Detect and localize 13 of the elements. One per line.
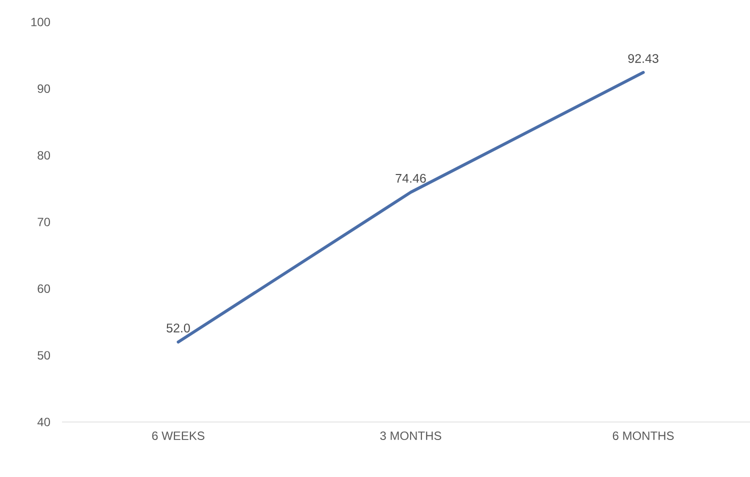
y-tick-label: 70	[38, 218, 50, 226]
data-label: 74.46	[396, 174, 426, 183]
y-tick-label: 100	[31, 18, 50, 26]
x-tick-label: 6 WEEKS	[152, 432, 204, 440]
y-tick-label: 80	[38, 151, 50, 160]
data-label: 52.0	[166, 324, 190, 332]
y-tick-label: 90	[38, 84, 50, 93]
x-tick-label: 6 MONTHS	[612, 432, 674, 440]
x-tick-label: 3 MONTHS	[380, 432, 442, 440]
y-tick-label: 50	[38, 351, 50, 360]
y-tick-label: 40	[37, 418, 50, 426]
y-tick-label: 60	[38, 284, 50, 293]
data-label: 92.43	[628, 54, 658, 63]
